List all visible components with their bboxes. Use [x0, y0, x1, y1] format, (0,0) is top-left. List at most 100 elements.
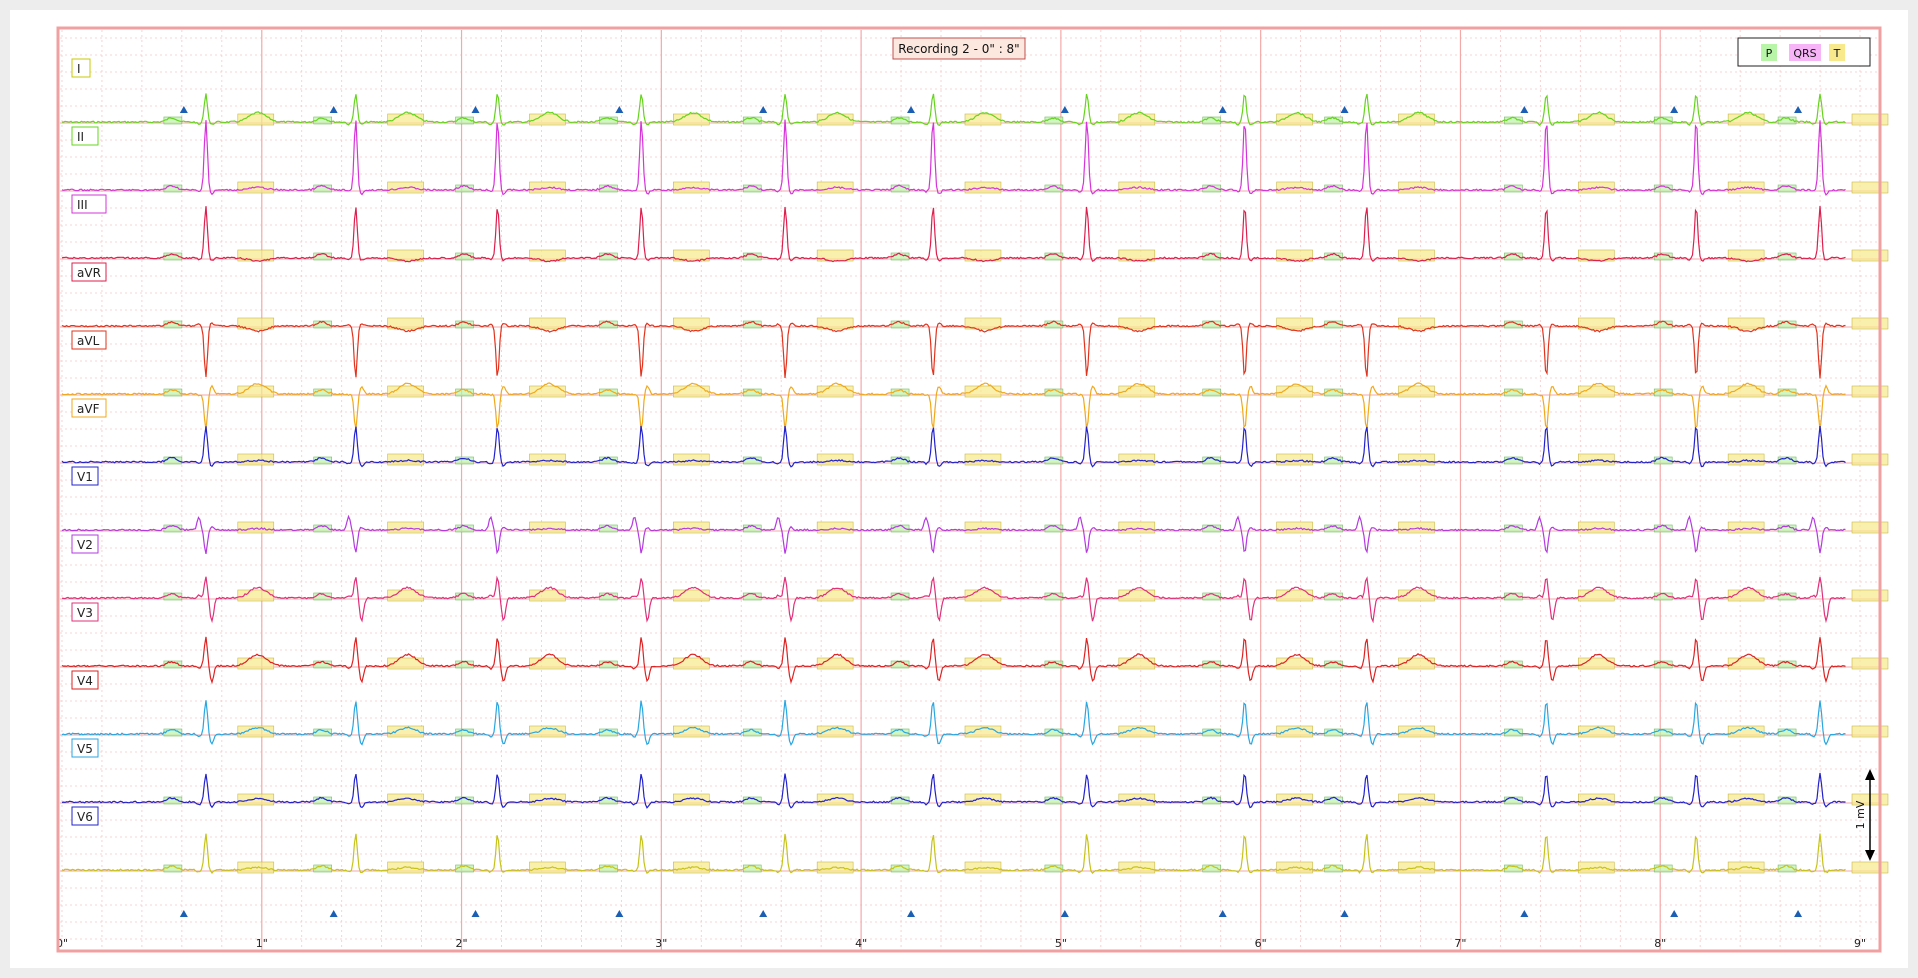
t-wave-annotation	[237, 385, 275, 398]
lead-label-box	[71, 126, 99, 146]
t-wave-annotation	[1398, 657, 1435, 670]
t-wave-annotation	[387, 317, 424, 330]
t-wave-annotation	[964, 453, 1002, 466]
t-wave-annotation	[1276, 453, 1313, 466]
p-wave-annotation	[163, 388, 183, 397]
lead-label-box	[71, 670, 99, 690]
t-wave-annotation	[673, 793, 710, 806]
ecg-trace-v5	[61, 772, 1846, 809]
t-wave-annotation	[1851, 317, 1889, 330]
t-wave-annotation	[529, 793, 566, 806]
p-wave-annotation	[1324, 728, 1343, 737]
lead-label-box	[71, 466, 99, 486]
t-wave-annotation	[1578, 521, 1615, 534]
lead-label-v2: V2	[77, 538, 93, 552]
t-wave-annotation	[387, 453, 424, 466]
beat-marker-triangle	[471, 106, 480, 113]
ecg-trace-iii	[61, 206, 1846, 263]
lead-label-box	[71, 330, 107, 350]
t-wave-annotation	[1851, 521, 1889, 534]
t-wave-annotation	[1118, 725, 1156, 738]
t-wave-annotation	[673, 725, 710, 738]
ecg-trace-avr	[61, 320, 1846, 379]
x-tick-label: 4"	[855, 937, 867, 950]
t-wave-annotation	[673, 113, 710, 126]
beat-marker-triangle	[329, 910, 338, 917]
beat-marker-triangle	[615, 106, 624, 113]
t-wave-annotation	[816, 521, 854, 534]
t-wave-annotation	[816, 317, 854, 330]
lead-label-avl: aVL	[77, 334, 100, 348]
t-wave-annotation	[387, 793, 424, 806]
beat-marker-triangle	[907, 910, 916, 917]
beat-marker-triangle	[907, 106, 916, 113]
beat-marker-triangle	[1060, 106, 1069, 113]
t-wave-annotation	[237, 725, 275, 738]
beat-marker-triangle	[471, 910, 480, 917]
t-wave-annotation	[387, 861, 424, 874]
lead-label-avf: aVF	[77, 402, 100, 416]
lead-label-box	[71, 602, 99, 622]
t-wave-annotation	[816, 657, 854, 670]
p-wave-annotation	[313, 592, 333, 601]
beat-marker-triangle	[179, 106, 188, 113]
x-tick-label: 8"	[1654, 937, 1666, 950]
lead-label-box	[71, 738, 99, 758]
lead-label-box	[71, 262, 107, 282]
beat-marker-triangle	[1520, 910, 1529, 917]
t-wave-annotation	[1276, 521, 1313, 534]
legend-swatch-p	[1761, 44, 1777, 61]
t-wave-annotation	[1851, 725, 1889, 738]
t-wave-annotation	[1276, 725, 1313, 738]
beat-marker-triangle	[179, 910, 188, 917]
t-wave-annotation	[1851, 861, 1889, 874]
t-wave-annotation	[964, 725, 1002, 738]
t-wave-annotation	[1398, 317, 1435, 330]
t-wave-annotation	[237, 521, 275, 534]
beat-marker-triangle	[615, 910, 624, 917]
t-wave-annotation	[529, 453, 566, 466]
t-wave-annotation	[237, 793, 275, 806]
t-wave-annotation	[1118, 385, 1156, 398]
p-wave-annotation	[1202, 456, 1222, 465]
p-wave-annotation	[1653, 184, 1673, 193]
scale-bar: 1 mV	[1854, 769, 1875, 861]
beat-marker-triangle	[1794, 106, 1803, 113]
beat-marker-triangle	[1794, 910, 1803, 917]
lead-label-ii: II	[77, 130, 84, 144]
lead-label-box	[71, 806, 99, 826]
t-wave-annotation	[1398, 793, 1435, 806]
t-wave-annotation	[1727, 589, 1765, 602]
p-wave-annotation	[313, 796, 333, 805]
ecg-trace-v3	[61, 636, 1846, 685]
beat-marker-triangle	[759, 106, 768, 113]
t-wave-annotation	[964, 589, 1002, 602]
ecg-trace-v1	[61, 514, 1846, 555]
lead-label-box	[71, 58, 91, 78]
t-wave-annotation	[529, 113, 566, 126]
chart-frame	[56, 26, 1882, 953]
ecg-trace-i	[61, 93, 1846, 127]
beat-markers	[179, 106, 1803, 917]
t-wave-annotation	[1578, 589, 1615, 602]
t-wave-annotation	[964, 793, 1002, 806]
beat-marker-triangle	[1060, 910, 1069, 917]
t-wave-annotation	[1118, 589, 1156, 602]
legend-label-p: P	[1766, 47, 1773, 60]
x-tick-label: 7"	[1454, 937, 1466, 950]
t-wave-annotation	[1851, 113, 1889, 126]
x-tick-label: 9"	[1854, 937, 1866, 950]
t-wave-annotation	[1727, 725, 1765, 738]
p-wave-annotation	[890, 116, 910, 125]
t-wave-annotation	[1851, 181, 1889, 194]
t-wave-annotation	[529, 657, 566, 670]
t-wave-annotation	[529, 589, 566, 602]
lead-label-v3: V3	[77, 606, 93, 620]
lead-label-box	[71, 534, 99, 554]
t-wave-annotation	[1578, 725, 1615, 738]
lead-label-box	[71, 194, 107, 214]
x-tick-label: 5"	[1055, 937, 1067, 950]
t-wave-annotation	[1851, 249, 1889, 262]
beat-marker-triangle	[1340, 106, 1349, 113]
ecg-trace-v4	[61, 699, 1846, 747]
